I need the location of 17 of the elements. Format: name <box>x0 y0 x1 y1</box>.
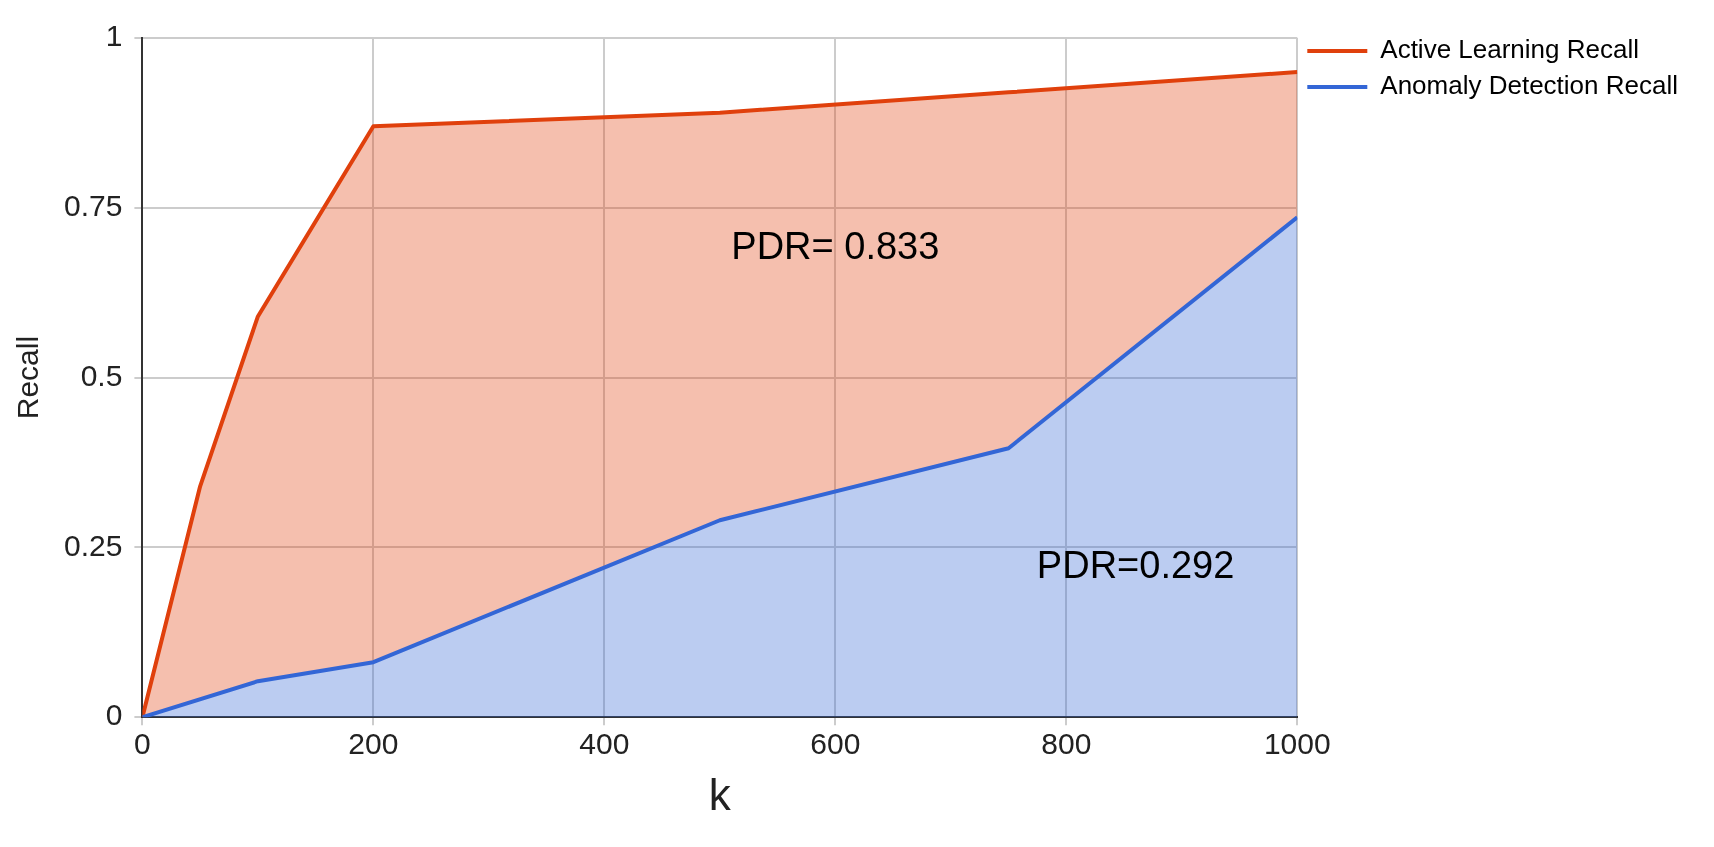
annotation: PDR= 0.833 <box>731 225 940 268</box>
y-axis-title: Recall <box>11 335 45 420</box>
x-tick-label: 800 <box>1041 727 1092 761</box>
legend-label: Active Learning Recall <box>1380 34 1640 65</box>
x-tick-label: 600 <box>810 727 861 761</box>
y-tick-label: 0.5 <box>80 358 123 392</box>
y-tick-label: 1 <box>105 19 123 53</box>
y-tick-label: 0.75 <box>64 189 123 223</box>
annotation: PDR=0.292 <box>1036 544 1235 587</box>
x-tick-label: 400 <box>579 727 630 761</box>
x-tick-label: 200 <box>348 727 399 761</box>
x-axis-title: k <box>708 769 732 819</box>
y-tick-label: 0.25 <box>64 528 123 562</box>
x-tick-label: 0 <box>134 727 151 761</box>
y-tick-label: 0 <box>105 698 123 732</box>
legend-label: Anomaly Detection Recall <box>1380 70 1679 101</box>
x-tick-label: 1000 <box>1263 727 1331 761</box>
